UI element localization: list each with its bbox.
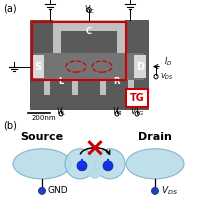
Bar — [53, 20, 125, 60]
Bar — [134, 56, 146, 78]
Text: 200nm: 200nm — [32, 115, 57, 121]
Text: GND: GND — [48, 186, 69, 195]
Text: L: L — [58, 77, 64, 85]
Text: $V_L$: $V_L$ — [56, 105, 66, 118]
Circle shape — [38, 187, 46, 194]
Circle shape — [135, 112, 139, 116]
Bar — [30, 20, 148, 109]
Text: S: S — [34, 61, 42, 72]
Bar — [106, 71, 128, 95]
Text: C: C — [86, 27, 92, 36]
Circle shape — [87, 8, 91, 12]
Text: $V_C$: $V_C$ — [84, 3, 94, 16]
Bar — [34, 53, 144, 80]
Text: $V_R$: $V_R$ — [112, 105, 122, 118]
Text: TG: TG — [130, 93, 144, 103]
Circle shape — [154, 74, 158, 79]
Bar — [126, 89, 148, 107]
Circle shape — [77, 161, 87, 171]
Text: (b): (b) — [3, 121, 17, 131]
Text: Drain: Drain — [138, 132, 172, 142]
Text: (a): (a) — [3, 3, 17, 13]
Ellipse shape — [95, 149, 125, 179]
Ellipse shape — [126, 149, 184, 179]
Text: R: R — [114, 77, 120, 85]
Circle shape — [103, 161, 113, 171]
Bar — [44, 60, 78, 95]
Bar — [61, 31, 117, 60]
Circle shape — [152, 187, 158, 194]
Bar — [100, 60, 134, 95]
Bar — [50, 71, 72, 95]
Text: $V_{TG}$: $V_{TG}$ — [130, 105, 144, 118]
Text: D: D — [136, 61, 144, 72]
Ellipse shape — [65, 149, 95, 179]
Text: $I_D$: $I_D$ — [164, 56, 172, 68]
Circle shape — [59, 112, 63, 116]
Ellipse shape — [13, 149, 71, 179]
Text: $V_{DS}$: $V_{DS}$ — [161, 185, 178, 197]
Text: Source: Source — [20, 132, 64, 142]
Ellipse shape — [85, 149, 105, 179]
Circle shape — [115, 112, 119, 116]
Text: $V_{DS}$: $V_{DS}$ — [160, 71, 173, 82]
Bar — [32, 56, 44, 78]
